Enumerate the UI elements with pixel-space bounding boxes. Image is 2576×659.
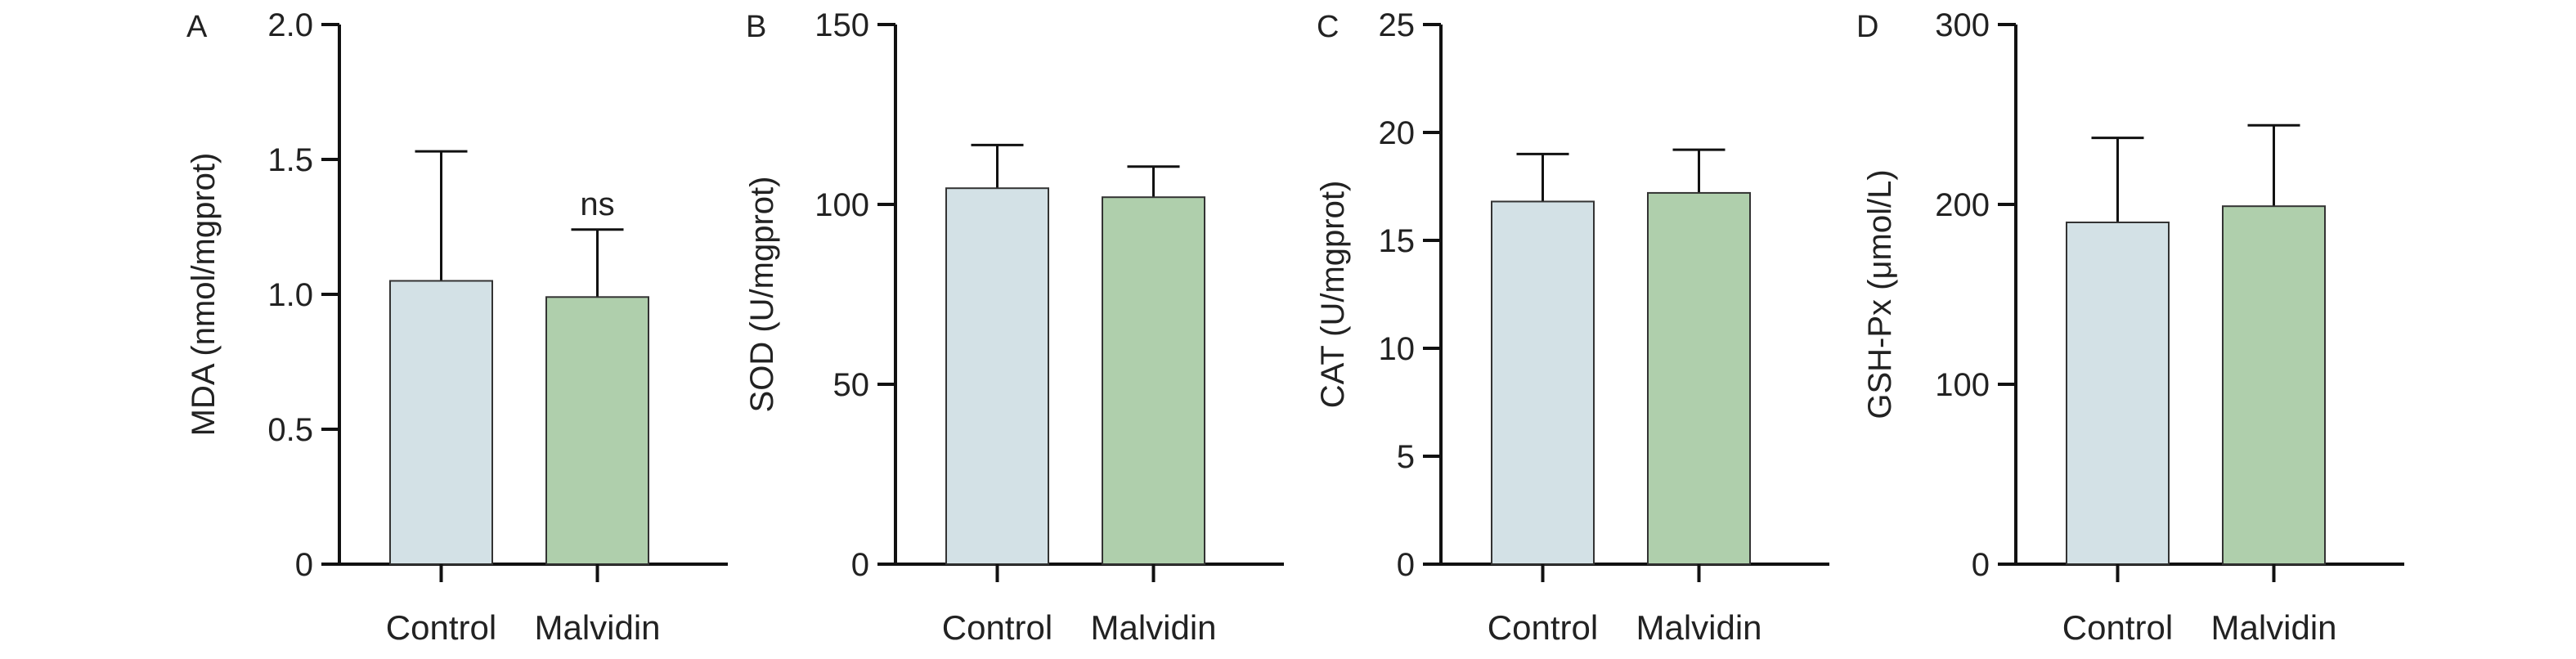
- x-tick-label: Malvidin: [2210, 608, 2336, 647]
- bar-malvidin: [2222, 205, 2326, 565]
- x-tick-label: Control: [1488, 608, 1598, 647]
- y-axis-label: MDA (nmol/mgprot): [186, 153, 222, 437]
- y-tick-label: 50: [833, 367, 870, 403]
- x-tick-label: Malvidin: [1090, 608, 1216, 647]
- x-tick-label: Malvidin: [534, 608, 660, 647]
- y-tick-label: 0.5: [267, 412, 313, 448]
- panel-letter: A: [186, 10, 208, 44]
- bar-malvidin: [545, 296, 649, 565]
- y-tick-label: 20: [1379, 115, 1416, 151]
- y-tick-label: 10: [1379, 331, 1416, 367]
- y-tick-label: 0: [1972, 547, 1990, 583]
- x-tick-label: Control: [942, 608, 1052, 647]
- y-tick-label: 200: [1935, 187, 1990, 223]
- y-tick-label: 0: [851, 547, 869, 583]
- y-tick-label: 150: [815, 7, 869, 43]
- y-tick-label: 15: [1379, 223, 1416, 259]
- y-tick-label: 100: [815, 187, 869, 223]
- panel-a: A MDA (nmol/mgprot) 0 0.5 1.0 1.5 2.0 Control ns…: [186, 7, 728, 647]
- y-tick-label: 300: [1935, 7, 1990, 43]
- y-axis-label: GSH-Px (μmol/L): [1862, 169, 1898, 419]
- x-tick-label: Malvidin: [1636, 608, 1761, 647]
- bar-control: [389, 280, 493, 565]
- y-tick-label: 0: [295, 547, 313, 583]
- significance-label: ns: [580, 186, 614, 222]
- panel-d: D GSH-Px (μmol/L) 0 100 200 300 Control Malvidi…: [1856, 7, 2404, 647]
- bar-control: [945, 187, 1049, 565]
- x-tick-label: Control: [2062, 608, 2173, 647]
- panel-letter: C: [1317, 10, 1339, 44]
- y-tick-label: 25: [1379, 7, 1416, 43]
- x-tick-label: Control: [386, 608, 496, 647]
- y-tick-label: 100: [1935, 367, 1990, 403]
- bar-malvidin: [1102, 196, 1205, 565]
- y-tick-label: 1.0: [267, 277, 313, 313]
- y-tick-label: 2.0: [267, 7, 313, 43]
- panel-b: B SOD (U/mgprot) 0 50 100 150 Control Malvidin: [744, 7, 1284, 647]
- y-axis-label: SOD (U/mgprot): [744, 177, 780, 413]
- y-axis-label: CAT (U/mgprot): [1315, 181, 1351, 409]
- y-tick-label: 5: [1397, 439, 1415, 475]
- bar-control: [1491, 200, 1595, 565]
- bar-control: [2066, 222, 2170, 565]
- panel-letter: B: [746, 10, 766, 44]
- y-tick-label: 0: [1397, 547, 1415, 583]
- y-tick-label: 1.5: [267, 142, 313, 178]
- panel-c: C CAT (U/mgprot) 0 5 10 15 20 25 Control Malvidin: [1315, 7, 1829, 647]
- panel-letter: D: [1856, 10, 1878, 44]
- bar-malvidin: [1647, 191, 1751, 565]
